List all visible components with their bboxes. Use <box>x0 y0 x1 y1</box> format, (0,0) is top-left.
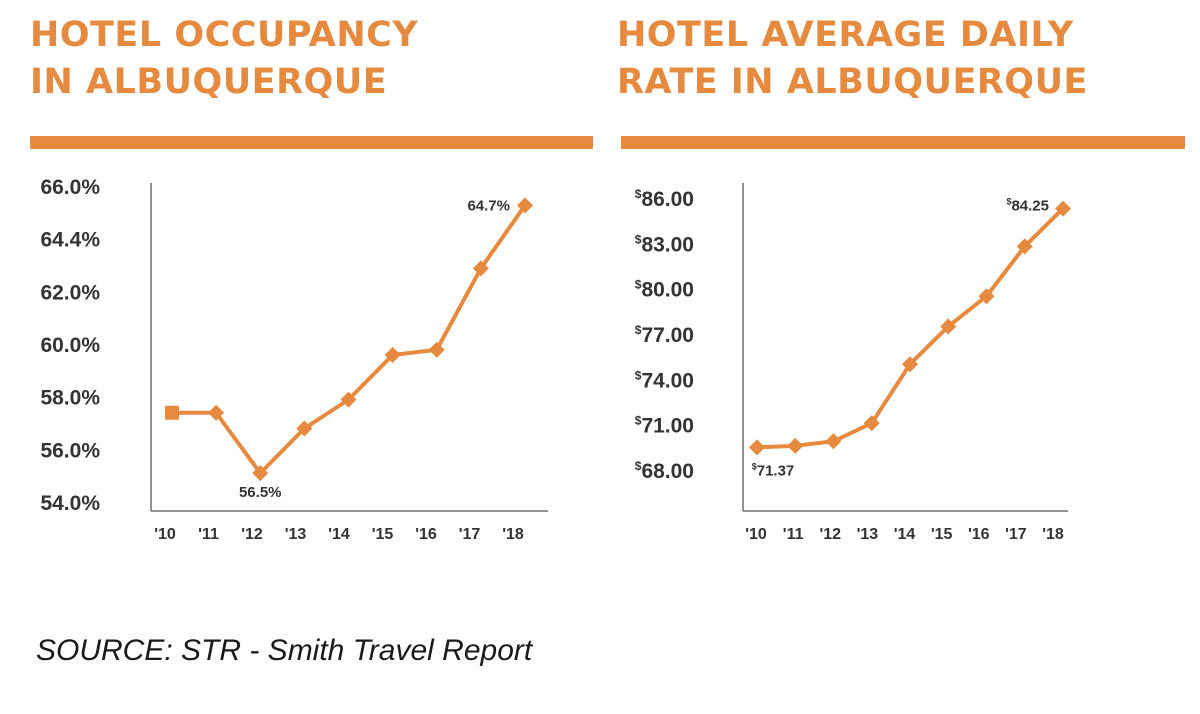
adr-data-point <box>787 437 804 454</box>
occupancy-title-rule <box>30 136 593 149</box>
occupancy-y-tick-label: 66.0% <box>40 176 100 199</box>
occupancy-data-point <box>517 197 533 214</box>
adr-chart-title: HOTEL AVERAGE DAILY RATE IN ALBUQUERQUE <box>617 12 1088 106</box>
occupancy-data-point <box>340 391 357 408</box>
occupancy-x-tick-label: '16 <box>415 526 437 543</box>
occupancy-x-tick-label: '18 <box>502 526 524 543</box>
adr-data-point <box>978 288 995 305</box>
adr-y-tick-label: $68.00 <box>635 459 694 483</box>
occupancy-title-line2: IN ALBUQUERQUE <box>30 62 388 102</box>
adr-data-point <box>749 439 765 456</box>
adr-y-tick-label: $86.00 <box>635 187 694 211</box>
occupancy-x-tick-label: '12 <box>241 526 263 543</box>
occupancy-x-tick-label: '14 <box>328 526 350 543</box>
adr-data-point <box>902 356 918 373</box>
adr-x-tick-label: '14 <box>894 526 916 543</box>
adr-y-tick-label: $80.00 <box>635 278 694 302</box>
adr-data-point <box>940 318 957 335</box>
occupancy-y-tick-label: 56.0% <box>40 439 100 462</box>
adr-title-rule <box>621 136 1185 149</box>
occupancy-data-point <box>428 341 445 358</box>
occupancy-data-point <box>252 465 269 482</box>
occupancy-x-tick-label: '15 <box>372 526 394 543</box>
adr-data-point <box>1055 200 1071 217</box>
occupancy-y-tick-label: 62.0% <box>40 281 100 304</box>
adr-series-line <box>756 207 1065 450</box>
adr-x-tick-label: '12 <box>819 526 841 543</box>
occupancy-data-point <box>208 404 225 421</box>
adr-x-tick-label: '17 <box>1005 526 1027 543</box>
occupancy-x-tick-label: '17 <box>459 526 481 543</box>
occupancy-y-tick-label: 58.0% <box>40 387 100 410</box>
adr-data-point <box>1016 238 1033 255</box>
adr-x-tick-label: '15 <box>931 526 953 543</box>
source-note: SOURCE: STR - Smith Travel Report <box>36 634 533 667</box>
adr-data-point <box>863 415 880 432</box>
occupancy-x-tick-label: '13 <box>285 526 307 543</box>
occupancy-chart-title: HOTEL OCCUPANCY IN ALBUQUERQUE <box>30 12 418 106</box>
adr-y-tick-label: $83.00 <box>635 232 694 256</box>
occupancy-y-tick-label: 64.4% <box>40 229 100 252</box>
adr-x-tick-label: '13 <box>857 526 879 543</box>
occupancy-x-tick-label: '11 <box>198 526 219 543</box>
adr-x-tick-label: '10 <box>745 526 767 543</box>
occupancy-data-label: 56.5% <box>239 484 282 501</box>
adr-y-tick-label: $71.00 <box>635 414 694 438</box>
adr-y-tick-label: $77.00 <box>635 323 694 347</box>
occupancy-y-tick-label: 60.0% <box>40 334 100 357</box>
adr-data-point <box>825 433 842 450</box>
adr-x-tick-label: '11 <box>783 526 804 543</box>
occupancy-line-chart: 66.0% 64.4% 62.0% 60.0% 58.0% 56.0% 54.0% '10 '1… <box>40 176 548 543</box>
occupancy-x-tick-label: '10 <box>154 526 176 543</box>
occupancy-data-point <box>165 405 179 420</box>
adr-line-chart: $86.00 $83.00 $80.00 $77.00 $74.00 $71.00 $68.… <box>635 183 1071 543</box>
occupancy-data-point <box>296 420 313 437</box>
adr-title-line2: RATE IN ALBUQUERQUE <box>617 62 1088 102</box>
occupancy-data-label: 64.7% <box>467 197 510 214</box>
occupancy-y-tick-label: 54.0% <box>40 492 100 515</box>
occupancy-series-line <box>172 204 527 476</box>
adr-data-label: $84.25 <box>1006 197 1049 215</box>
occupancy-title-line1: HOTEL OCCUPANCY <box>30 15 419 55</box>
adr-y-tick-label: $74.00 <box>635 368 694 392</box>
adr-x-tick-label: '16 <box>968 526 990 543</box>
adr-data-label: $71.37 <box>752 461 795 479</box>
adr-title-line1: HOTEL AVERAGE DAILY <box>617 15 1074 55</box>
adr-x-tick-label: '18 <box>1042 526 1064 543</box>
occupancy-data-point <box>384 347 401 363</box>
occupancy-data-point <box>472 260 489 277</box>
